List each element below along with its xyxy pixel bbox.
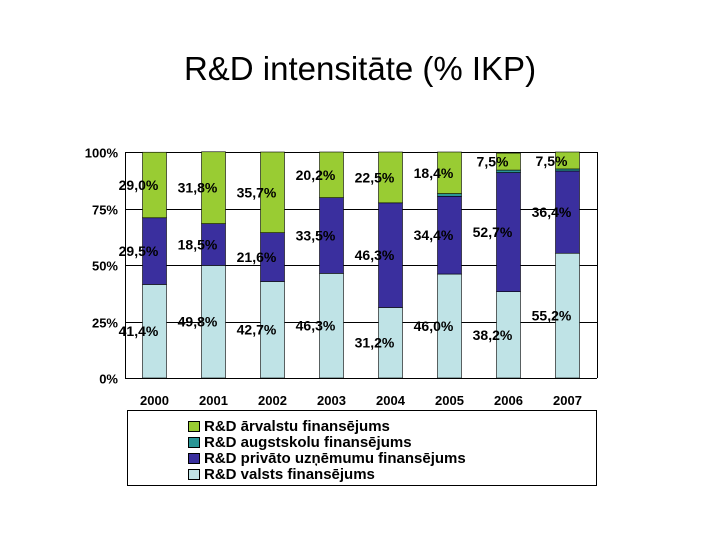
data-label: 34,4% <box>414 227 454 243</box>
x-tick-label: 2007 <box>553 393 582 408</box>
data-label: 7,5% <box>477 154 509 170</box>
bar-segment <box>319 273 344 379</box>
legend-item-universities: R&D augstskolu finansējums <box>188 433 412 451</box>
data-label: 38,2% <box>473 327 513 343</box>
chart-title: R&D intensitāte (% IKP) <box>183 50 537 87</box>
data-label: 49,8% <box>178 314 218 330</box>
data-label: 22,5% <box>355 169 395 185</box>
legend-swatch-private <box>188 452 200 464</box>
bar-segment <box>319 197 344 274</box>
data-label: 36,4% <box>532 204 572 220</box>
y-tick-label: 25% <box>92 316 118 331</box>
bar-segment <box>496 172 521 292</box>
bar-segment <box>555 170 580 254</box>
y-tick-label: 75% <box>92 203 118 218</box>
data-label: 18,5% <box>178 237 218 253</box>
data-label: 52,7% <box>473 224 513 240</box>
data-label: 46,3% <box>296 318 336 334</box>
stacked-bar-chart: 0% 25% 50% 75% 100% 2000 2001 2002 2003 2004 2005 2… <box>85 146 598 408</box>
bar-segment <box>142 217 167 285</box>
data-label: 35,7% <box>237 184 277 200</box>
y-tick-label: 0% <box>99 372 118 387</box>
bar-segment <box>496 169 521 173</box>
data-label: 29,0% <box>119 177 159 193</box>
bar-segment <box>142 151 167 219</box>
bar-segment <box>437 151 462 194</box>
legend-item-private: R&D privāto uzņēmumu finansējums <box>188 449 466 467</box>
bar-segment <box>378 307 403 379</box>
data-label: 29,5% <box>119 243 159 259</box>
bar-segment <box>260 281 285 379</box>
data-label: 46,3% <box>355 247 395 263</box>
x-tick-label: 2005 <box>435 393 464 408</box>
legend-label-foreign: R&D ārvalstu finansējums <box>204 417 390 435</box>
x-tick-label: 2001 <box>199 393 228 408</box>
data-label: 21,6% <box>237 249 277 265</box>
legend-label-private: R&D privāto uzņēmumu finansējums <box>204 449 466 467</box>
data-label: 20,2% <box>296 167 336 183</box>
data-label: 41,4% <box>119 323 159 339</box>
bar-segment <box>437 195 462 275</box>
bar-segment <box>378 151 403 204</box>
legend-label-universities: R&D augstskolu finansējums <box>204 433 412 451</box>
x-tick-label: 2002 <box>258 393 287 408</box>
legend-item-foreign: R&D ārvalstu finansējums <box>188 417 390 435</box>
y-tick-label: 50% <box>92 259 118 274</box>
bar-segment <box>201 265 226 379</box>
data-label: 18,4% <box>414 165 454 181</box>
legend-swatch-universities <box>188 436 200 448</box>
legend-swatch-state <box>188 468 200 480</box>
data-label: 7,5% <box>536 153 568 169</box>
legend-item-state: R&D valsts finansējums <box>188 465 375 483</box>
bar-segment <box>260 232 285 282</box>
data-label: 31,2% <box>355 335 395 351</box>
x-tick-label: 2004 <box>376 393 406 408</box>
data-label: 31,8% <box>178 180 218 196</box>
data-label: 33,5% <box>296 228 336 244</box>
data-label: 55,2% <box>532 308 572 324</box>
bar-segment <box>555 252 580 379</box>
bar-segment <box>555 151 580 170</box>
bar-segment <box>319 151 344 198</box>
bar-segment <box>437 273 462 379</box>
bar-segment <box>555 168 580 172</box>
chart-legend: R&D ārvalstu finansējums R&D augstskolu … <box>127 410 597 486</box>
x-tick-label: 2003 <box>317 393 346 408</box>
y-tick-label: 100% <box>85 146 119 161</box>
x-tick-label: 2000 <box>140 393 169 408</box>
data-label: 46,0% <box>414 318 454 334</box>
bar-segment <box>496 152 521 171</box>
bar-segment <box>201 223 226 266</box>
data-label: 42,7% <box>237 322 277 338</box>
bar-segment <box>437 193 462 197</box>
bar-segment <box>201 151 226 224</box>
legend-swatch-foreign <box>188 420 200 432</box>
x-tick-label: 2006 <box>494 393 523 408</box>
bar-segment <box>260 151 285 233</box>
legend-label-state: R&D valsts finansējums <box>204 465 375 483</box>
